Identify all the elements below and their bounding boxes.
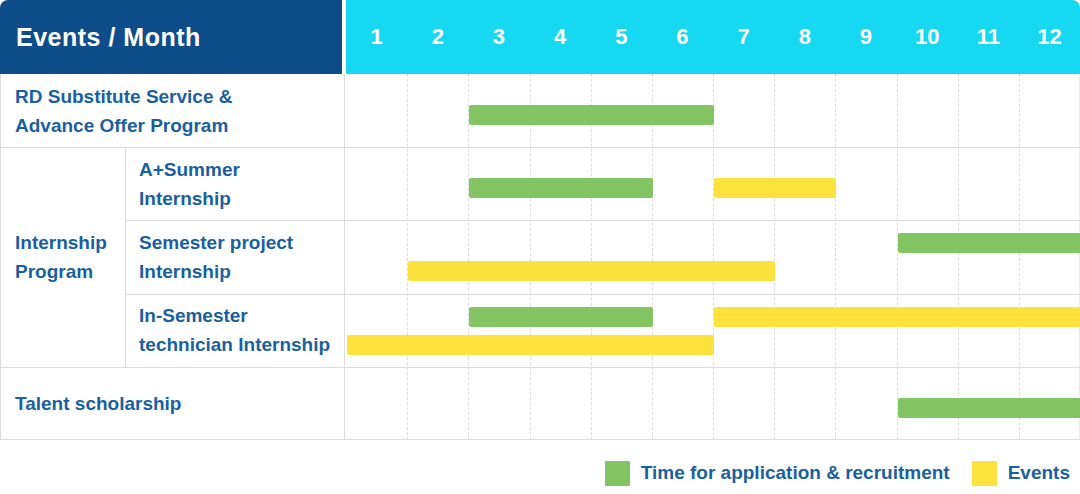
month-gridline [468,74,469,440]
month-gridline [652,74,653,440]
month-header-cell: 4 [530,24,591,50]
month-header-cell: 8 [774,24,835,50]
group-label: InternshipProgram [1,147,125,367]
month-header-cell: 10 [897,24,958,50]
application-legend-swatch [605,461,630,486]
month-header-cell: 11 [958,24,1019,50]
month-gridline [774,74,775,440]
month-gridline [530,74,531,440]
month-gridline [1019,74,1020,440]
gantt-chart: Events / Month 123456789101112 Internshi… [0,0,1080,494]
month-gridline [591,74,592,440]
label-column-divider [344,74,345,440]
application-bar [898,398,1080,418]
month-header-cell: 3 [468,24,529,50]
events-month-header: Events / Month [0,0,342,74]
month-header-cell: 2 [407,24,468,50]
month-gridline [958,74,959,440]
month-header-cell: 9 [835,24,896,50]
events-legend-label: Events [1008,462,1070,484]
application-legend-label: Time for application & recruitment [641,462,950,484]
events-bar [714,178,836,198]
events-bar [408,261,775,281]
month-header-cell: 12 [1019,24,1080,50]
month-gridline [835,74,836,440]
row-label: A+SummerInternship [125,147,343,220]
row-label: Semester projectInternship [125,220,343,293]
month-gridline [713,74,714,440]
application-bar [469,307,653,327]
events-bar [347,335,714,355]
month-header-row: 123456789101112 [346,0,1080,74]
month-gridline [407,74,408,440]
row-label: Talent scholarship [1,367,343,440]
events-bar [714,307,1080,327]
gantt-body: InternshipProgramRD Substitute Service &… [0,74,1080,440]
month-header-cell: 5 [591,24,652,50]
row-label: RD Substitute Service &Advance Offer Pro… [1,74,343,147]
events-legend-swatch [972,461,997,486]
legend: Time for application & recruitment Event… [0,458,1070,488]
month-header-cell: 7 [713,24,774,50]
application-bar [469,105,714,125]
month-header-cell: 6 [652,24,713,50]
application-bar [898,233,1080,253]
month-gridline [897,74,898,440]
row-label: In-Semestertechnician Internship [125,294,343,367]
application-bar [469,178,653,198]
month-header-cell: 1 [346,24,407,50]
